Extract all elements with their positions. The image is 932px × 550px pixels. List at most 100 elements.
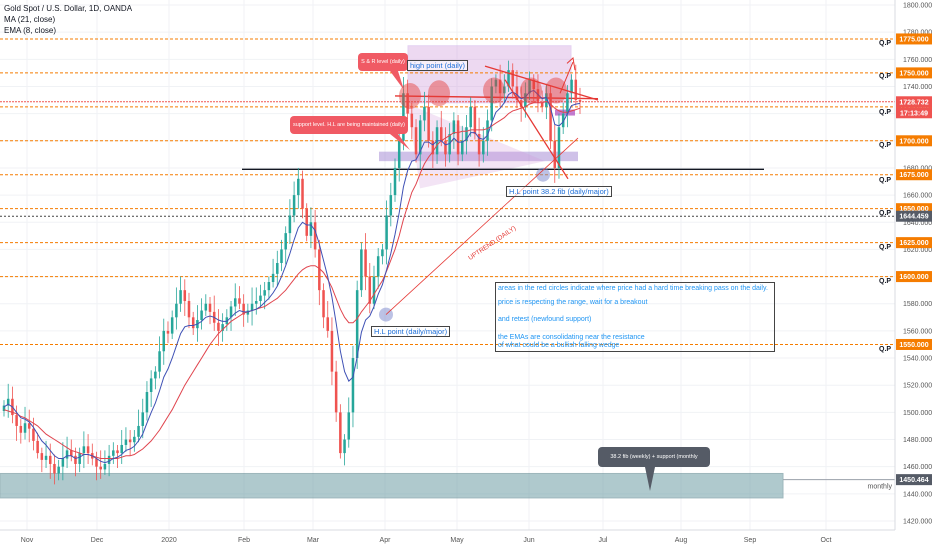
fib-bubble-pointer [645,467,655,491]
x-tick-label: 2020 [161,537,177,544]
candle-body [6,398,10,406]
x-tick-label: Apr [380,537,392,544]
x-tick-label: Sep [744,537,757,544]
candle-body [486,120,489,141]
candle-body [48,455,52,464]
level-tag [896,135,932,147]
level-tag-text: 1750.000 [899,70,928,77]
resistance-circle [483,77,505,104]
support-level-bubble: support level. H.L are being maintained … [290,116,408,134]
candle-body [423,106,426,121]
uptrend-label: UPTREND (DAILY) [467,225,517,262]
candle-body [40,453,44,460]
candle-body [233,298,237,307]
candle-body [381,249,384,257]
level-tag [896,203,932,215]
x-tick-label: Mar [307,537,320,544]
candle-body [418,120,422,155]
y-tick-label: 1440.000 [903,491,932,498]
moving-averages [3,89,581,464]
y-tick-label: 1740.000 [903,84,932,91]
candle-body [318,249,321,291]
range-box [407,45,572,104]
candle-body [397,140,401,168]
candle-body [557,127,561,168]
breakout-arrow-head [566,56,576,71]
y-tick-label: 1620.000 [903,247,932,254]
x-tick-label: Jun [523,537,534,544]
resistance-circle [545,77,567,104]
candle-body [23,423,27,433]
support-bubble-pointer [385,130,410,150]
candle-body [322,290,325,318]
candle-body [137,425,140,437]
qp-label: Q.P [879,210,891,217]
candle-body [410,113,414,128]
candle-body [44,455,48,460]
candle-body [221,324,224,331]
legend: Gold Spot / U.S. Dollar, 1D, OANDA MA (2… [4,3,132,36]
fib-support-text: 38.2 fib (weekly) + support (monthly [610,454,698,460]
level-tag-text: 1700.000 [899,138,928,145]
candle-body [53,463,56,474]
legend-ma[interactable]: MA (21, close) [4,15,56,24]
candle-body [65,450,69,459]
monthly-tag: monthly [867,484,892,491]
resistance-circle [428,80,450,107]
other-price-tag [896,210,932,222]
hl-fib-circle [536,167,550,182]
y-tick-label: 1460.000 [903,464,932,471]
candle-body [32,428,35,441]
level-tag [896,271,932,283]
candle-body [238,298,241,304]
legend-ema[interactable]: EMA (8, close) [4,26,57,35]
candle-body [166,330,170,334]
y-tick-label: 1520.000 [903,383,932,390]
candle-body [107,455,111,464]
candle-body [141,412,145,426]
candle-body [2,405,6,412]
level-tag [896,169,932,181]
candle-body [364,249,367,277]
candle-body [183,290,187,302]
sr-level-text: S & R level (daily) [361,59,405,65]
candle-body [301,178,304,209]
sr-level-bubble: S & R level (daily) [358,53,408,71]
candle-body [393,167,397,196]
note-1: areas in the red circles indicate where … [498,285,768,292]
note-3: and retest (newfound support) [498,316,592,323]
monthly-price-tag [896,474,932,486]
y-tick-label: 1780.000 [903,30,932,37]
candle-body [309,222,313,236]
candle-body [507,70,510,87]
candle-body [511,70,514,87]
candle-body [271,273,275,283]
price-axis[interactable]: 1420.000 1440.000 1460.000 1480.000 1500.000… [879,0,932,550]
countdown-text: 17:13:49 [900,110,928,117]
x-tick-label: Feb [238,537,250,544]
candle-body [103,463,107,470]
y-tick-label: 1480.000 [903,437,932,444]
x-tick-label: Oct [821,537,832,544]
qp-label: Q.P [879,73,891,80]
candle-body [242,303,245,315]
legend-symbol[interactable]: Gold Spot / U.S. Dollar, 1D, OANDA [4,4,133,13]
monthly-support-zone [0,472,784,499]
candle-body [536,89,540,103]
current-price-tag [896,96,932,108]
qp-label: Q.P [879,177,891,184]
candle-body [389,195,393,216]
candle-body [439,127,443,141]
wedge-shade [408,104,545,189]
x-tick-label: Aug [675,537,688,544]
candle-body [175,303,178,318]
candle-body [326,317,329,331]
qp-label: Q.P [879,346,891,353]
candle-body [154,371,157,379]
y-tick-label: 1560.000 [903,328,932,335]
sr-bubble-pointer [390,71,404,90]
qp-label: Q.P [879,244,891,251]
time-axis[interactable]: Nov Dec 2020 Feb Mar Apr May Jun Jul Aug Sep Oct [0,529,895,544]
